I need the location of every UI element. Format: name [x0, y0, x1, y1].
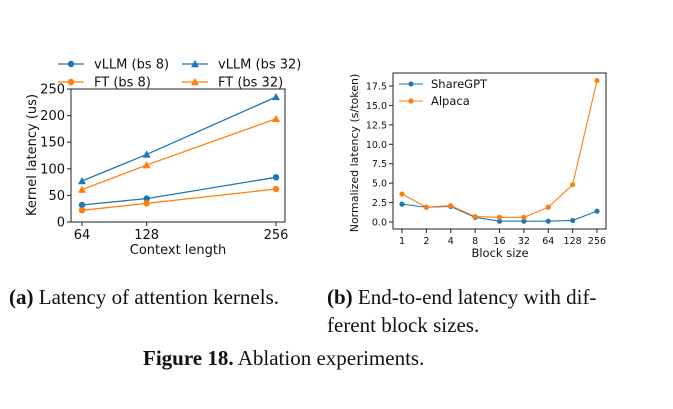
figure-caption-text: Ablation experiments.	[237, 346, 425, 370]
chart-b-data-point	[545, 204, 551, 210]
caption-b-text-line2: ferent block sizes.	[327, 313, 480, 337]
chart-a-data-point	[272, 92, 280, 101]
chart-a-series-line	[81, 188, 277, 211]
chart-a-data-point	[272, 114, 280, 122]
chart-a-xlabel: Context length	[130, 243, 227, 258]
chart-b-block-size-latency: 0.0 2.5 5.0 7.5 10.0 12.5 15.0 17.5 1 2 4 8 16 32 64 1…	[348, 72, 607, 260]
chart-b-data-point	[472, 213, 478, 220]
chart-a-data-point	[78, 177, 86, 185]
chart-b-xtick-label: 1	[399, 236, 405, 247]
chart-b-data-point	[594, 77, 600, 84]
chart-b-ylabel: Normalized latency (s/token)	[348, 74, 361, 233]
chart-a-data-point	[143, 195, 150, 202]
caption-a-label: (a)	[9, 285, 34, 309]
chart-b-ytick-label: 10.0	[366, 140, 387, 151]
chart-a-data-point	[78, 201, 86, 209]
chart-b-data-point	[448, 203, 454, 209]
chart-b-xtick-label: 8	[472, 236, 478, 247]
chart-a-kernel-latency: vLLM (bs 8) FT (bs 8) vLLM (bs 32) FT (bs 3…	[25, 58, 301, 259]
chart-b-xtick-label: 128	[564, 236, 582, 247]
chart-b-ytick-label: 5.0	[372, 179, 387, 190]
chart-a-xtick-label: 256	[264, 228, 289, 243]
chart-b-data-point	[545, 218, 551, 224]
chart-a-ytick-label: 150	[40, 136, 65, 151]
chart-a-data-point	[78, 185, 86, 193]
chart-b-ytick-label: 12.5	[366, 120, 387, 131]
chart-b-data-point	[496, 218, 503, 224]
chart-a-legend-marker	[67, 78, 75, 86]
chart-b-xtick-label: 32	[518, 236, 530, 247]
chart-a-legend-marker	[191, 78, 199, 86]
chart-b-data-point	[570, 217, 576, 224]
chart-a-ytick-label: 100	[40, 162, 65, 177]
chart-a-data-point	[142, 150, 151, 158]
chart-a-data-point	[143, 200, 150, 207]
figure-caption: Figure 18. Ablation experiments.	[143, 344, 424, 372]
chart-b-ytick-label: 15.0	[366, 101, 387, 112]
caption-b: (b) End-to-end latency with dif-	[327, 283, 596, 311]
chart-a-data-point	[272, 174, 280, 181]
chart-a-legend-label: vLLM (bs 32)	[218, 58, 301, 73]
chart-b-xtick-label: 256	[588, 236, 606, 247]
chart-a-series-line	[81, 118, 277, 191]
chart-a-legend: vLLM (bs 8) FT (bs 8) vLLM (bs 32) FT (bs 3…	[58, 58, 301, 91]
chart-b-xtick-label: 16	[493, 236, 505, 247]
chart-b-data-point	[399, 191, 405, 197]
chart-b-legend-marker	[408, 81, 414, 87]
chart-a-series-line	[81, 176, 277, 206]
chart-b-data-point	[521, 218, 527, 224]
chart-a-ylabel: Kernel latency (us)	[25, 94, 40, 216]
chart-b-data-point	[399, 201, 405, 207]
chart-a-legend-marker	[191, 60, 199, 68]
chart-b-ytick-label: 0.0	[372, 218, 387, 229]
chart-a-xtick-label: 128	[134, 228, 159, 243]
chart-b-legend-label: Alpaca	[431, 94, 470, 108]
caption-b-text-line1: End-to-end latency with dif-	[357, 285, 597, 309]
figure-caption-label: Figure 18.	[143, 346, 234, 370]
chart-b-data-point	[496, 214, 503, 220]
chart-a-data-point	[142, 161, 151, 169]
caption-b-label: (b)	[327, 285, 353, 309]
caption-a-text: Latency of attention kernels.	[38, 285, 279, 309]
chart-a-frame	[70, 88, 286, 223]
chart-b-xtick-label: 64	[542, 236, 554, 247]
chart-b-data-point	[594, 208, 600, 214]
chart-b-data-point	[423, 204, 429, 210]
chart-a-series-line	[81, 96, 277, 182]
chart-b-legend-marker	[408, 98, 414, 104]
chart-a-data-point	[78, 207, 86, 214]
chart-a-ytick-label: 0	[57, 216, 65, 231]
chart-b-ytick-label: 2.5	[372, 198, 387, 209]
chart-b-ytick-label: 17.5	[366, 82, 387, 93]
chart-a-xtick-label: 64	[74, 228, 91, 243]
chart-b-ytick-label: 7.5	[372, 159, 387, 170]
chart-a-legend-marker	[67, 60, 75, 68]
chart-b-xlabel: Block size	[471, 246, 528, 260]
chart-b-xtick-label: 4	[448, 236, 454, 247]
chart-b-data-point	[570, 182, 576, 188]
caption-a: (a) Latency of attention kernels.	[9, 283, 279, 311]
chart-a-ytick-label: 200	[40, 109, 65, 124]
chart-a-legend-label: FT (bs 8)	[94, 76, 151, 91]
chart-a-ytick-label: 250	[40, 83, 65, 98]
caption-b-cont: ferent block sizes.	[327, 311, 479, 339]
chart-b-legend: ShareGPT Alpaca	[399, 77, 488, 108]
chart-b-legend-label: ShareGPT	[431, 77, 488, 91]
chart-a-legend-label: vLLM (bs 8)	[94, 58, 169, 73]
chart-a-ytick-label: 50	[48, 189, 65, 204]
chart-a-data-point	[272, 185, 280, 193]
chart-b-data-point	[521, 214, 527, 220]
chart-b-xtick-label: 2	[423, 236, 429, 247]
chart-a-legend-label: FT (bs 32)	[218, 76, 283, 91]
